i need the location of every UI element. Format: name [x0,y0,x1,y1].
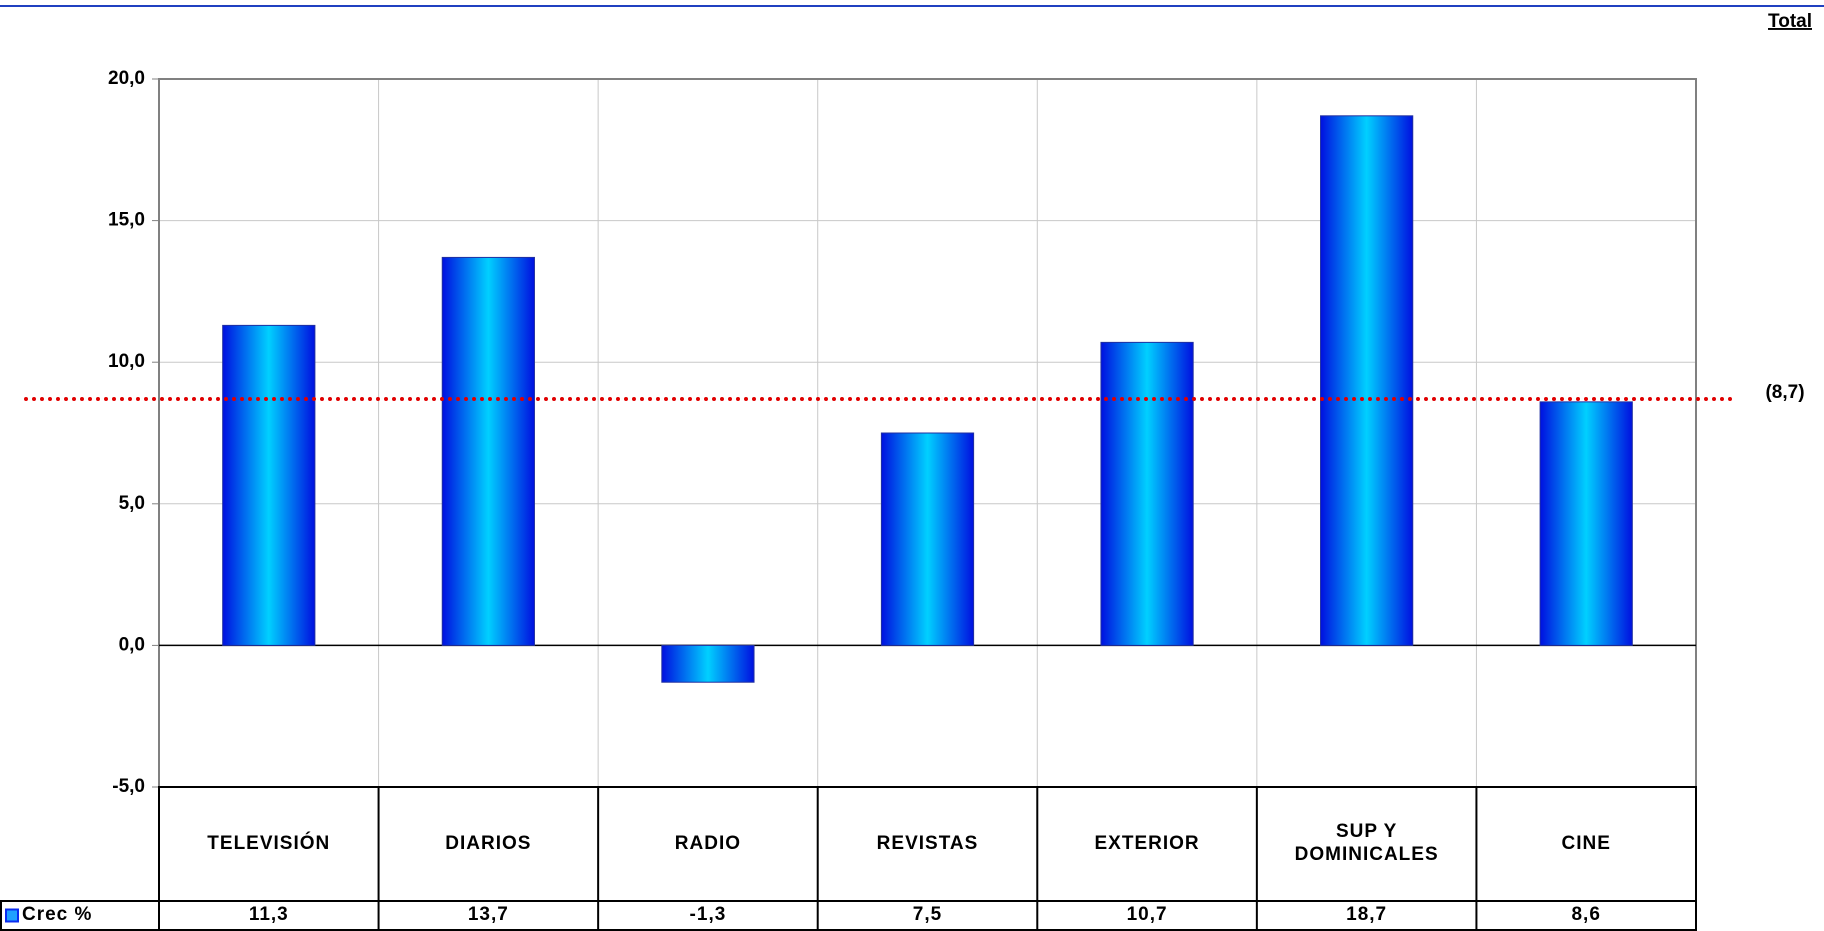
bar [441,256,535,646]
y-tick-label: 10,0 [108,351,145,372]
category-label: SUP Y DOMINICALES [1294,821,1439,865]
corner-label: Total [1768,11,1812,32]
y-tick-label: 0,0 [119,634,145,655]
table-frame [0,900,1697,931]
y-tick-label: 15,0 [108,210,145,231]
data-label: 7,5 [912,904,943,926]
legend-swatch [5,908,19,923]
data-label: 8,6 [1571,904,1601,926]
legend-label: Crec % [22,904,93,926]
category-label: RADIO [674,832,742,854]
bar [1539,401,1633,646]
category-label: CINE [1561,832,1611,854]
y-tick-label: -5,0 [112,776,145,797]
reference-label: (8,7) [1765,382,1804,403]
y-tick-label: 20,0 [108,68,145,89]
y-tick-label: 5,0 [119,493,145,514]
category-label: TELEVISIÓN [207,832,331,854]
data-label: 18,7 [1346,904,1388,926]
category-label: REVISTAS [876,832,979,854]
data-label: 11,3 [248,904,289,926]
bar [1100,341,1194,646]
bar [1320,115,1414,646]
category-label: EXTERIOR [1094,832,1200,854]
data-label: 10,7 [1126,904,1168,926]
bar [222,324,316,646]
bar [880,432,975,646]
bar [661,644,755,683]
category-label: DIARIOS [445,832,532,854]
data-label: 13,7 [467,904,509,926]
data-label: -1,3 [689,904,727,926]
